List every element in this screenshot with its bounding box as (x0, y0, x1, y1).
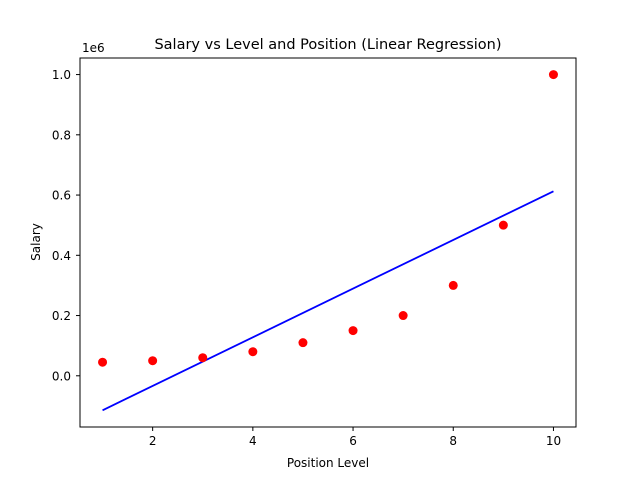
y-tick-label: 0.2 (52, 309, 71, 323)
x-tick-label: 10 (546, 434, 561, 448)
data-point (248, 347, 258, 357)
data-point (398, 311, 408, 321)
data-point (448, 280, 458, 290)
plot-area (98, 70, 558, 412)
y-tick-label: 1.0 (52, 68, 71, 82)
x-tick-label: 6 (349, 434, 357, 448)
data-point (348, 326, 358, 336)
axes-frame (79, 57, 577, 428)
data-point (198, 353, 208, 363)
y-tick-label: 0.6 (52, 189, 71, 203)
axes: 2 4 6 8 10 0.0 0.2 0.4 0.6 0.8 1.0 (52, 57, 577, 448)
x-axis-label: Position Level (287, 456, 369, 470)
y-tick-label: 0.8 (52, 128, 71, 142)
x-tick-label: 2 (149, 434, 157, 448)
data-point (98, 357, 108, 367)
data-point (148, 356, 158, 366)
y-axis-label: Salary (29, 223, 43, 261)
data-point (498, 220, 508, 230)
regression-line (102, 190, 554, 412)
data-point (298, 338, 308, 348)
x-tick-label: 4 (249, 434, 257, 448)
y-tick-label: 0.0 (52, 369, 71, 383)
y-tick-label: 0.4 (52, 249, 71, 263)
data-point (548, 70, 558, 80)
y-axis-offset-label: 1e6 (82, 41, 105, 55)
chart-title: Salary vs Level and Position (Linear Reg… (154, 37, 501, 53)
x-tick-label: 8 (449, 434, 457, 448)
